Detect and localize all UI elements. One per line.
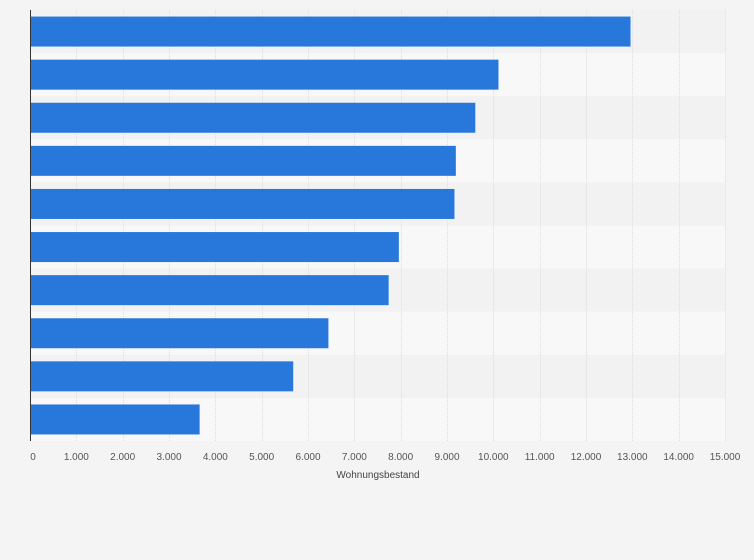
x-tick-label: 12.000 <box>571 452 602 463</box>
x-tick-label: 15.000 <box>710 452 741 463</box>
bar <box>30 232 399 263</box>
x-tick-label: 0 <box>30 452 36 463</box>
x-tick-label: 4.000 <box>203 452 228 463</box>
x-tick-label: 11.000 <box>525 452 555 463</box>
x-tick-label: 1.000 <box>64 452 89 463</box>
x-tick-label: 8.000 <box>388 452 413 463</box>
bar <box>30 318 329 349</box>
x-tick-labels: 0 1.000 2.000 3.000 4.000 5.000 6.000 7.000 8.00… <box>30 452 741 463</box>
x-tick-label: 2.000 <box>110 452 135 463</box>
x-tick-label: 13.000 <box>617 452 648 463</box>
x-tick-label: 3.000 <box>156 452 181 463</box>
x-tick-label: 6.000 <box>295 452 320 463</box>
bar <box>30 188 455 219</box>
bar <box>30 404 200 435</box>
x-tick-label: 14.000 <box>663 452 694 463</box>
x-axis-title: Wohnungsbestand <box>336 470 419 481</box>
x-tick-label: 5.000 <box>249 452 274 463</box>
bar <box>30 59 499 90</box>
x-tick-label: 10.000 <box>478 452 509 463</box>
x-tick-label: 9.000 <box>434 452 459 463</box>
x-tick-label: 7.000 <box>342 452 367 463</box>
bar <box>30 102 476 133</box>
bar <box>30 16 631 47</box>
bar <box>30 145 456 176</box>
bar <box>30 275 389 306</box>
bars <box>30 16 631 435</box>
bar <box>30 361 294 392</box>
